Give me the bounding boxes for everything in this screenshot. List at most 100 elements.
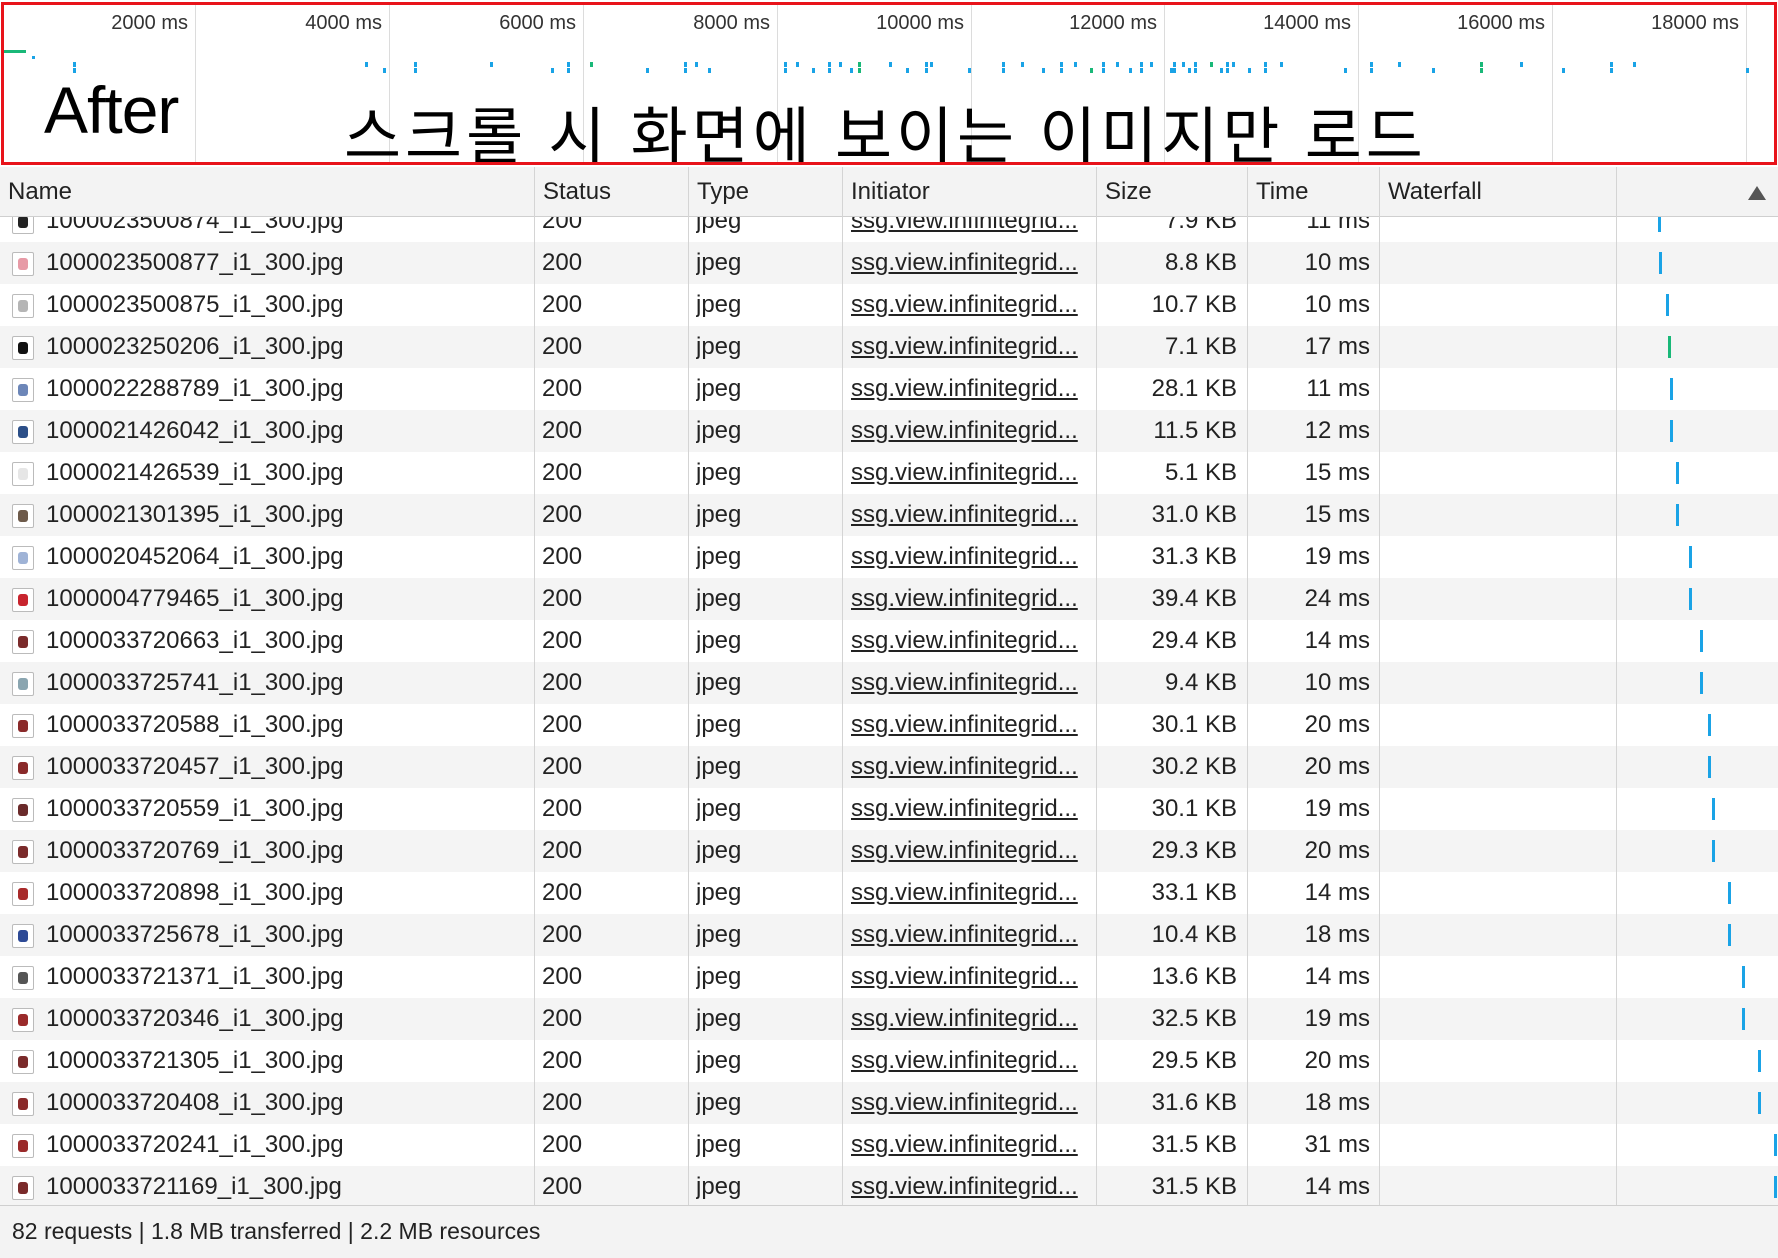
request-initiator-link[interactable]: ssg.view.infinitegrid... [851, 1173, 1078, 1200]
column-header-time[interactable]: Time [1248, 167, 1380, 217]
column-divider[interactable] [1096, 167, 1097, 1205]
waterfall-bar[interactable] [1670, 420, 1673, 442]
waterfall-bar[interactable] [1774, 1134, 1777, 1156]
waterfall-bar[interactable] [1666, 294, 1669, 316]
table-row[interactable]: 1000033720408_i1_300.jpg 200 jpeg ssg.view.… [0, 1082, 1778, 1124]
waterfall-bar[interactable] [1708, 756, 1711, 778]
request-initiator-link[interactable]: ssg.view.infinitegrid... [851, 459, 1078, 486]
request-status: 200 [542, 291, 583, 318]
table-row[interactable]: 1000033720559_i1_300.jpg 200 jpeg ssg.view.… [0, 788, 1778, 830]
request-initiator-link[interactable]: ssg.view.infinitegrid... [851, 333, 1078, 360]
column-header-waterfall[interactable]: Waterfall [1380, 167, 1778, 217]
network-overview-timeline[interactable]: 2000 ms 4000 ms 6000 ms 8000 ms 10000 ms 1200… [0, 0, 1778, 172]
table-row[interactable]: 1000023500877_i1_300.jpg 200 jpeg ssg.view.… [0, 242, 1778, 284]
sort-ascending-icon[interactable] [1748, 186, 1766, 200]
waterfall-bar[interactable] [1659, 252, 1662, 274]
waterfall-bar[interactable] [1700, 630, 1703, 652]
waterfall-bar[interactable] [1676, 504, 1679, 526]
waterfall-bar[interactable] [1774, 1176, 1777, 1198]
request-initiator-link[interactable]: ssg.view.infinitegrid... [851, 711, 1078, 738]
table-row[interactable]: 1000033720663_i1_300.jpg 200 jpeg ssg.view.… [0, 620, 1778, 662]
request-initiator-link[interactable]: ssg.view.infinitegrid... [851, 217, 1078, 234]
request-initiator-link[interactable]: ssg.view.infinitegrid... [851, 963, 1078, 990]
table-row[interactable]: 1000021301395_i1_300.jpg 200 jpeg ssg.view.… [0, 494, 1778, 536]
timeline-tick-label: 6000 ms [499, 12, 576, 34]
request-initiator-link[interactable]: ssg.view.infinitegrid... [851, 1131, 1078, 1158]
waterfall-bar[interactable] [1758, 1050, 1761, 1072]
column-divider[interactable] [1379, 167, 1380, 1205]
request-initiator-link[interactable]: ssg.view.infinitegrid... [851, 375, 1078, 402]
table-row[interactable]: 1000033720588_i1_300.jpg 200 jpeg ssg.view.… [0, 704, 1778, 746]
table-row[interactable]: 1000033725741_i1_300.jpg 200 jpeg ssg.view.… [0, 662, 1778, 704]
waterfall-bar[interactable] [1700, 672, 1703, 694]
waterfall-bar[interactable] [1742, 1008, 1745, 1030]
request-initiator-link[interactable]: ssg.view.infinitegrid... [851, 501, 1078, 528]
column-divider[interactable] [842, 167, 843, 1205]
request-time: 11 ms [1306, 375, 1370, 402]
request-initiator-link[interactable]: ssg.view.infinitegrid... [851, 753, 1078, 780]
request-initiator-link[interactable]: ssg.view.infinitegrid... [851, 1089, 1078, 1116]
timeline-request-marker [1226, 62, 1229, 67]
column-header-type[interactable]: Type [689, 167, 843, 217]
waterfall-bar[interactable] [1668, 336, 1671, 358]
request-initiator-link[interactable]: ssg.view.infinitegrid... [851, 795, 1078, 822]
table-row[interactable]: 1000033720241_i1_300.jpg 200 jpeg ssg.view.… [0, 1124, 1778, 1166]
waterfall-bar[interactable] [1728, 882, 1731, 904]
table-row[interactable]: 1000023500875_i1_300.jpg 200 jpeg ssg.view.… [0, 284, 1778, 326]
timeline-request-marker [828, 62, 831, 67]
table-body[interactable]: 1000023500874_i1_300.jpg 200 jpeg ssg.view.… [0, 217, 1778, 1205]
request-initiator-link[interactable]: ssg.view.infinitegrid... [851, 837, 1078, 864]
column-header-initiator[interactable]: Initiator [843, 167, 1097, 217]
waterfall-bar[interactable] [1708, 714, 1711, 736]
table-row[interactable]: 1000033720457_i1_300.jpg 200 jpeg ssg.view.… [0, 746, 1778, 788]
table-row[interactable]: 1000020452064_i1_300.jpg 200 jpeg ssg.view.… [0, 536, 1778, 578]
table-row[interactable]: 1000033720769_i1_300.jpg 200 jpeg ssg.view.… [0, 830, 1778, 872]
waterfall-bar[interactable] [1689, 546, 1692, 568]
waterfall-bar[interactable] [1670, 378, 1673, 400]
column-header-size[interactable]: Size [1097, 167, 1248, 217]
timeline-gridline [1164, 3, 1165, 163]
waterfall-bar[interactable] [1712, 798, 1715, 820]
table-row[interactable]: 1000022288789_i1_300.jpg 200 jpeg ssg.view.… [0, 368, 1778, 410]
table-row[interactable]: 1000033721371_i1_300.jpg 200 jpeg ssg.view.… [0, 956, 1778, 998]
timeline-request-marker [684, 62, 687, 67]
column-header-name[interactable]: Name [0, 167, 535, 217]
timeline-request-marker [1210, 62, 1213, 67]
table-row[interactable]: 1000033721169_i1_300.jpg 200 jpeg ssg.view.… [0, 1166, 1778, 1205]
waterfall-bar[interactable] [1758, 1092, 1761, 1114]
waterfall-bar[interactable] [1676, 462, 1679, 484]
table-row[interactable]: 1000021426539_i1_300.jpg 200 jpeg ssg.view.… [0, 452, 1778, 494]
request-name: 1000021426042_i1_300.jpg [46, 417, 344, 444]
column-divider[interactable] [688, 167, 689, 1205]
table-row[interactable]: 1000033720898_i1_300.jpg 200 jpeg ssg.view.… [0, 872, 1778, 914]
waterfall-bar[interactable] [1689, 588, 1692, 610]
request-initiator-link[interactable]: ssg.view.infinitegrid... [851, 921, 1078, 948]
request-initiator-link[interactable]: ssg.view.infinitegrid... [851, 669, 1078, 696]
column-divider[interactable] [534, 167, 535, 1205]
timeline-request-marker [1398, 62, 1401, 67]
request-initiator-link[interactable]: ssg.view.infinitegrid... [851, 291, 1078, 318]
table-row[interactable]: 1000021426042_i1_300.jpg 200 jpeg ssg.view.… [0, 410, 1778, 452]
column-header-status[interactable]: Status [535, 167, 689, 217]
waterfall-bar[interactable] [1742, 966, 1745, 988]
request-initiator-link[interactable]: ssg.view.infinitegrid... [851, 879, 1078, 906]
request-initiator-link[interactable]: ssg.view.infinitegrid... [851, 249, 1078, 276]
request-initiator-link[interactable]: ssg.view.infinitegrid... [851, 543, 1078, 570]
waterfall-bar[interactable] [1728, 924, 1731, 946]
table-row[interactable]: 1000004779465_i1_300.jpg 200 jpeg ssg.view.… [0, 578, 1778, 620]
table-row[interactable]: 1000033720346_i1_300.jpg 200 jpeg ssg.view.… [0, 998, 1778, 1040]
request-initiator-link[interactable]: ssg.view.infinitegrid... [851, 627, 1078, 654]
waterfall-bar[interactable] [1712, 840, 1715, 862]
request-initiator-link[interactable]: ssg.view.infinitegrid... [851, 585, 1078, 612]
table-row[interactable]: 1000023250206_i1_300.jpg 200 jpeg ssg.view.… [0, 326, 1778, 368]
timeline-request-marker [1633, 62, 1636, 67]
request-initiator-link[interactable]: ssg.view.infinitegrid... [851, 1047, 1078, 1074]
request-initiator-link[interactable]: ssg.view.infinitegrid... [851, 1005, 1078, 1032]
table-row[interactable]: 1000023500874_i1_300.jpg 200 jpeg ssg.view.… [0, 217, 1778, 242]
column-divider[interactable] [1247, 167, 1248, 1205]
table-row[interactable]: 1000033721305_i1_300.jpg 200 jpeg ssg.view.… [0, 1040, 1778, 1082]
request-status: 200 [542, 1173, 583, 1200]
table-row[interactable]: 1000033725678_i1_300.jpg 200 jpeg ssg.view.… [0, 914, 1778, 956]
waterfall-bar[interactable] [1658, 217, 1661, 232]
request-initiator-link[interactable]: ssg.view.infinitegrid... [851, 417, 1078, 444]
